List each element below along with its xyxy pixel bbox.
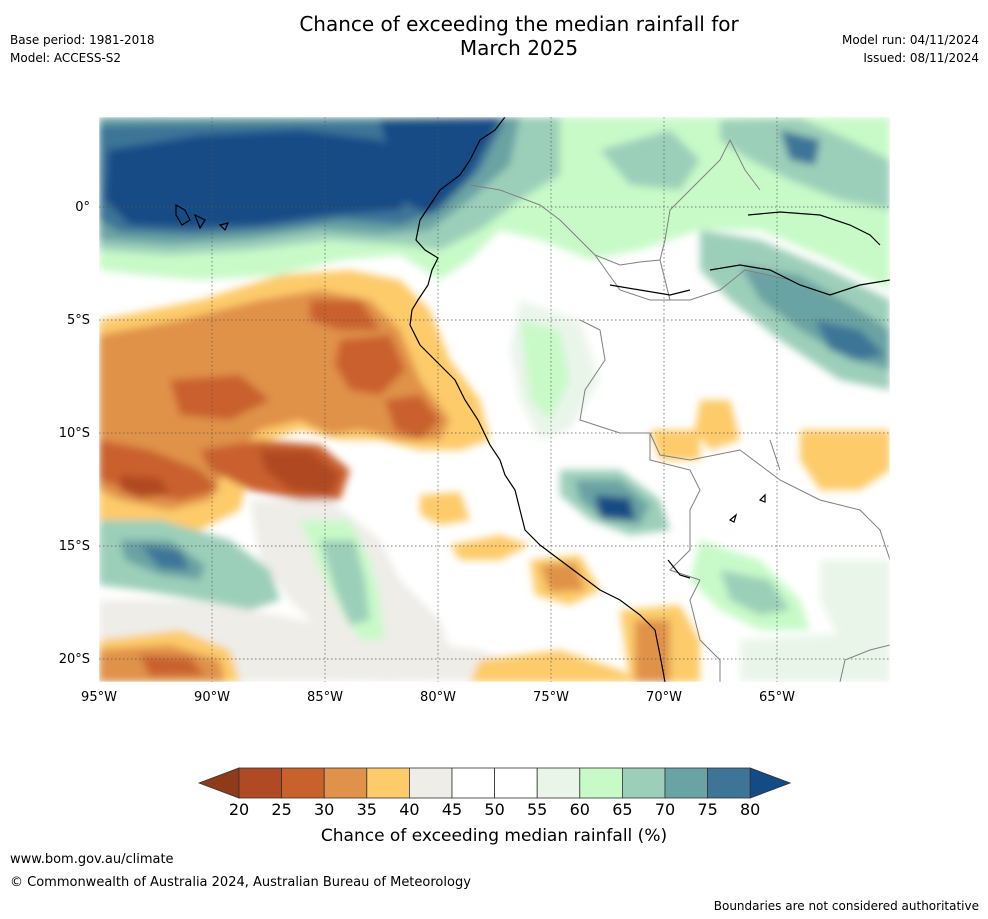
title-line-2: March 2025 bbox=[459, 36, 579, 60]
y-tick-10s: 10°S bbox=[58, 426, 90, 441]
colorbar-tick-label: 65 bbox=[612, 800, 633, 819]
colorbar bbox=[197, 767, 792, 799]
colorbar-extend-low bbox=[197, 767, 240, 799]
probability-field bbox=[99, 117, 890, 682]
x-tick-90w: 90°W bbox=[194, 690, 230, 705]
colorbar-segment bbox=[323, 767, 368, 799]
footer-copyright: © Commonwealth of Australia 2024, Austra… bbox=[10, 875, 471, 890]
y-tick-0: 0° bbox=[75, 200, 90, 215]
colorbar-tick-label: 45 bbox=[441, 800, 463, 819]
map-title: Chance of exceeding the median rainfall … bbox=[194, 12, 844, 60]
model-run-date: Model run: 04/11/2024 bbox=[841, 33, 979, 47]
colorbar-segment bbox=[281, 767, 325, 799]
x-tick-95w: 95°W bbox=[81, 690, 117, 705]
colorbar-segment bbox=[451, 767, 495, 799]
colorbar-segment bbox=[408, 767, 453, 799]
colorbar-segment bbox=[622, 767, 666, 799]
colorbar-tick-label: 80 bbox=[740, 800, 761, 819]
colorbar-tick-label: 60 bbox=[569, 800, 590, 819]
colorbar-segment bbox=[536, 767, 581, 799]
model-name: Model: ACCESS-S2 bbox=[10, 51, 122, 65]
x-tick-75w: 75°W bbox=[533, 690, 569, 705]
colorbar-label: Chance of exceeding median rainfall (%) bbox=[320, 826, 668, 846]
colorbar-tick-label: 20 bbox=[228, 800, 250, 819]
colorbar-segment bbox=[707, 767, 751, 799]
x-tick-70w: 70°W bbox=[646, 690, 682, 705]
colorbar-tick-label: 35 bbox=[356, 800, 377, 819]
colorbar-tick-label: 55 bbox=[527, 800, 548, 819]
footer-url: www.bom.gov.au/climate bbox=[10, 852, 174, 867]
colorbar-tick-label: 70 bbox=[654, 800, 676, 819]
colorbar-segment bbox=[238, 767, 282, 799]
coastline bbox=[175, 117, 890, 682]
x-tick-85w: 85°W bbox=[307, 690, 343, 705]
colorbar-tick-label: 30 bbox=[314, 800, 335, 819]
colorbar-segment bbox=[664, 767, 708, 799]
colorbar-extend-high bbox=[749, 767, 792, 799]
country-borders bbox=[469, 138, 890, 682]
colorbar-segment bbox=[494, 767, 538, 799]
colorbar-segment bbox=[366, 767, 410, 799]
y-tick-20s: 20°S bbox=[58, 652, 90, 667]
colorbar-tick-label: 75 bbox=[697, 800, 718, 819]
colorbar-tick-label: 50 bbox=[484, 800, 505, 819]
issued-date: Issued: 08/11/2024 bbox=[863, 51, 979, 65]
colorbar-tick-label: 25 bbox=[271, 800, 292, 819]
x-tick-65w: 65°W bbox=[759, 690, 795, 705]
colorbar-tick-label: 40 bbox=[399, 800, 420, 819]
colorbar-segment bbox=[579, 767, 623, 799]
y-tick-15s: 15°S bbox=[58, 539, 90, 554]
title-line-1: Chance of exceeding the median rainfall … bbox=[299, 12, 739, 36]
y-tick-5s: 5°S bbox=[66, 313, 90, 328]
footer-disclaimer: Boundaries are not considered authoritat… bbox=[713, 899, 979, 913]
base-period: Base period: 1981-2018 bbox=[10, 33, 155, 47]
x-tick-80w: 80°W bbox=[420, 690, 456, 705]
